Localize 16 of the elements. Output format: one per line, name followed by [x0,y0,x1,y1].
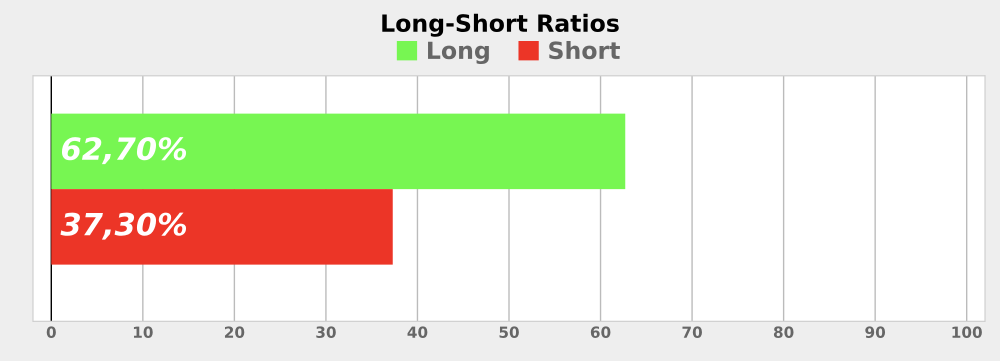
x-tick-label: 40 [408,326,428,338]
x-tick-label: 20 [224,326,244,338]
x-tick-label: 100 [952,326,982,338]
chart-title: Long-Short Ratios [382,14,619,37]
x-tick-label: 0 [46,326,56,338]
legend-label: Short [549,40,620,60]
x-tick-label: 10 [134,326,153,338]
x-tick-label: 60 [590,326,610,338]
x-tick-label: 50 [500,326,519,338]
x-tick-label: 90 [865,326,886,338]
data-label: 37,30% [60,212,186,240]
x-tick-label: 70 [682,326,702,338]
x-tick-label: 30 [316,326,336,338]
data-label: 62,70% [62,137,186,164]
legend-label: Long [428,42,489,64]
x-tick-label: 80 [774,326,794,338]
